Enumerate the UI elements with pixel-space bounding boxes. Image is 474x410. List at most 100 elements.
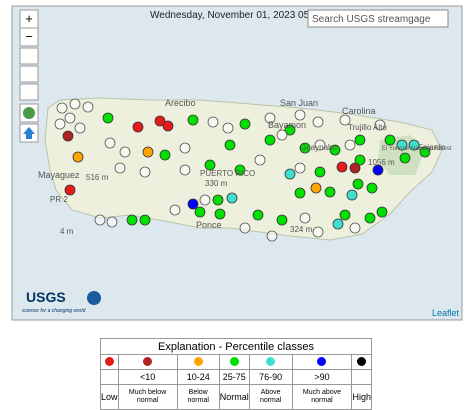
station-marker[interactable]: [276, 214, 288, 226]
station-marker[interactable]: [169, 204, 181, 216]
station-marker[interactable]: [214, 208, 226, 220]
station-marker[interactable]: [354, 134, 366, 146]
station-marker[interactable]: [194, 206, 206, 218]
legend-swatch-cell: [248, 354, 293, 370]
station-marker[interactable]: [376, 206, 388, 218]
station-marker[interactable]: [159, 149, 171, 161]
station-marker[interactable]: [284, 124, 296, 136]
station-marker[interactable]: [349, 222, 361, 234]
station-marker[interactable]: [366, 182, 378, 194]
station-marker[interactable]: [82, 101, 94, 113]
station-marker[interactable]: [239, 222, 251, 234]
station-marker[interactable]: [179, 142, 191, 154]
station-marker[interactable]: [352, 178, 364, 190]
station-marker[interactable]: [234, 164, 246, 176]
station-marker[interactable]: [294, 109, 306, 121]
station-marker[interactable]: [104, 137, 116, 149]
station-marker[interactable]: [64, 112, 76, 124]
elevation: 330 m: [205, 179, 228, 188]
legend-label: Much below normal: [117, 384, 178, 410]
station-marker[interactable]: [187, 198, 199, 210]
station-marker[interactable]: [339, 209, 351, 221]
station-marker[interactable]: [344, 139, 356, 151]
fullscreen-button[interactable]: [19, 47, 39, 65]
station-marker[interactable]: [266, 230, 278, 242]
place: Guaynabo: [300, 143, 337, 152]
station-marker[interactable]: [239, 118, 251, 130]
station-marker[interactable]: [299, 142, 311, 154]
station-marker[interactable]: [139, 214, 151, 226]
zoom-out[interactable]: [19, 27, 39, 47]
station-marker[interactable]: [226, 192, 238, 204]
attribution[interactable]: Leaflet: [432, 308, 460, 318]
station-marker[interactable]: [199, 194, 211, 206]
station-marker[interactable]: [324, 186, 336, 198]
zoom-box-button[interactable]: [19, 65, 39, 83]
station-marker[interactable]: [119, 146, 131, 158]
station-marker[interactable]: [132, 121, 144, 133]
station-marker[interactable]: [396, 139, 408, 151]
station-marker[interactable]: [408, 139, 420, 151]
station-marker[interactable]: [114, 162, 126, 174]
station-marker[interactable]: [154, 115, 166, 127]
station-marker[interactable]: [212, 194, 224, 206]
legend-swatch: [229, 356, 239, 366]
station-marker[interactable]: [312, 226, 324, 238]
station-marker[interactable]: [284, 168, 296, 180]
station-marker[interactable]: [102, 112, 114, 124]
legend: Explanation - Percentile classes <10 10-2…: [100, 338, 372, 410]
station-marker[interactable]: [54, 118, 66, 130]
road: PR 2: [50, 195, 68, 204]
station-marker[interactable]: [69, 98, 81, 110]
search-box[interactable]: [307, 9, 449, 28]
station-marker[interactable]: [179, 164, 191, 176]
station-marker[interactable]: [64, 184, 76, 196]
station-marker[interactable]: [264, 112, 276, 124]
station-marker[interactable]: [310, 182, 322, 194]
station-marker[interactable]: [312, 116, 324, 128]
station-marker[interactable]: [207, 116, 219, 128]
station-marker[interactable]: [106, 216, 118, 228]
station-marker[interactable]: [187, 114, 199, 126]
station-marker[interactable]: [264, 134, 276, 146]
station-marker[interactable]: [294, 187, 306, 199]
legend-label: Low: [100, 384, 119, 410]
station-marker[interactable]: [72, 151, 84, 163]
station-marker[interactable]: [139, 166, 151, 178]
station-marker[interactable]: [126, 214, 138, 226]
station-marker[interactable]: [74, 122, 86, 134]
station-marker[interactable]: [56, 102, 68, 114]
station-marker[interactable]: [374, 119, 386, 131]
station-marker[interactable]: [252, 209, 264, 221]
station-marker[interactable]: [162, 120, 174, 132]
station-marker[interactable]: [329, 144, 341, 156]
elevation: 516 m: [86, 173, 109, 182]
station-marker[interactable]: [354, 154, 366, 166]
station-marker[interactable]: [94, 214, 106, 226]
station-marker[interactable]: [142, 146, 154, 158]
station-marker[interactable]: [349, 162, 361, 174]
station-marker[interactable]: [336, 161, 348, 173]
station-marker[interactable]: [204, 159, 216, 171]
station-marker[interactable]: [384, 134, 396, 146]
station-marker[interactable]: [224, 139, 236, 151]
station-marker[interactable]: [339, 114, 351, 126]
station-marker[interactable]: [332, 218, 344, 230]
station-marker[interactable]: [222, 122, 234, 134]
station-marker[interactable]: [419, 146, 431, 158]
station-marker[interactable]: [254, 154, 266, 166]
place: Bayamon: [268, 120, 306, 130]
station-marker[interactable]: [62, 130, 74, 142]
station-marker[interactable]: [399, 152, 411, 164]
station-marker[interactable]: [276, 129, 288, 141]
station-marker[interactable]: [299, 212, 311, 224]
station-marker[interactable]: [294, 162, 306, 174]
zoom-out-box-button[interactable]: [19, 83, 39, 101]
station-marker[interactable]: [372, 164, 384, 176]
legend-range: 25-75: [218, 369, 250, 385]
station-marker[interactable]: [314, 166, 326, 178]
station-marker[interactable]: [346, 189, 358, 201]
legend-label: Above normal: [248, 384, 293, 410]
station-marker[interactable]: [364, 212, 376, 224]
station-marker[interactable]: [314, 139, 326, 151]
